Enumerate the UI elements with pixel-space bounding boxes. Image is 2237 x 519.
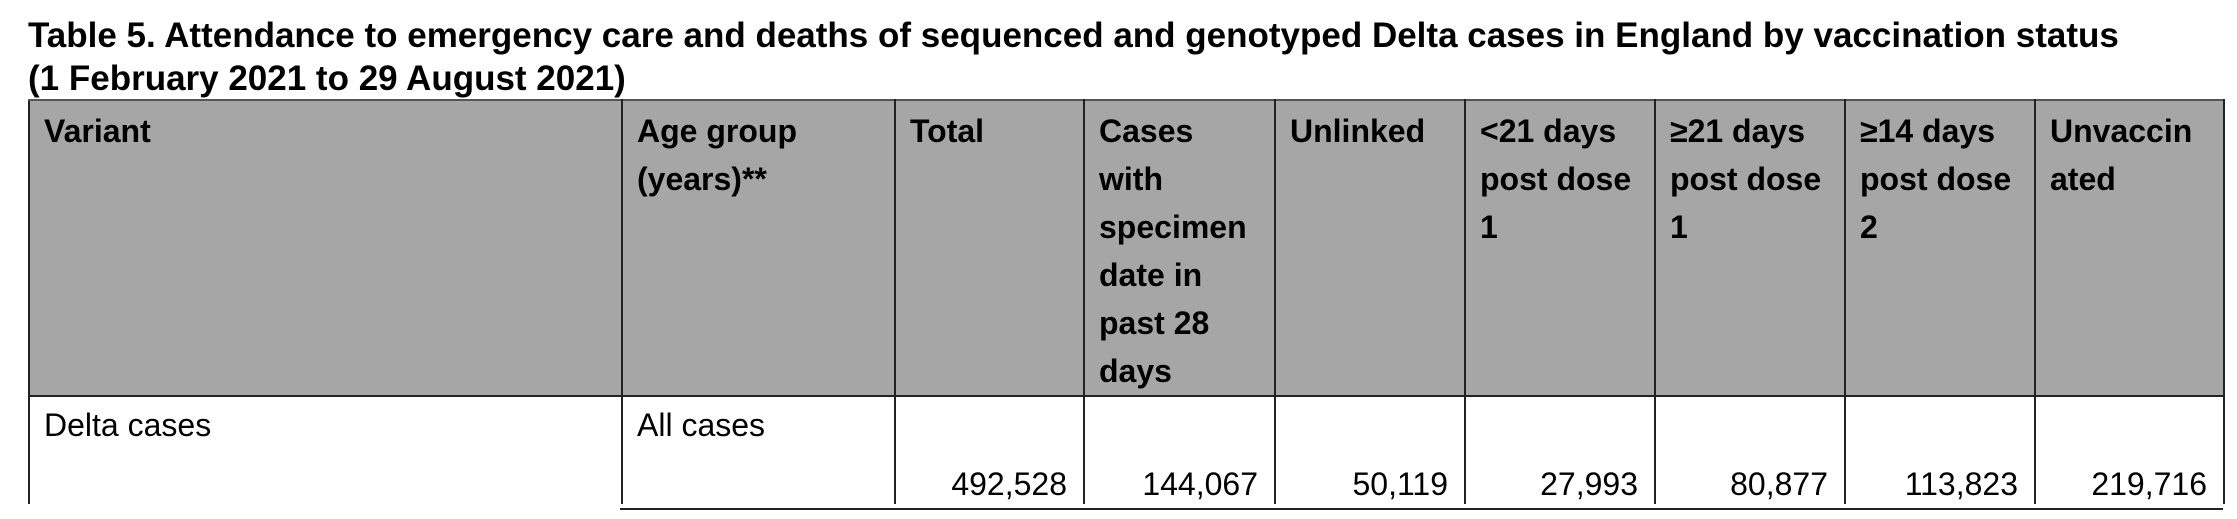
header-row: Variant Age group (years)** Total Cases wi… xyxy=(28,99,2225,397)
header-ge21-dose1: ≥21 days post dose 1 xyxy=(1654,99,1846,397)
header-unvaccinated: Unvaccin ated xyxy=(2034,99,2225,397)
cell-lt21-dose1: 27,993 xyxy=(1464,396,1656,504)
cell-variant: Delta cases xyxy=(28,396,623,504)
cell-ge21-dose1: 80,877 xyxy=(1654,396,1846,504)
table-title: Table 5. Attendance to emergency care an… xyxy=(28,14,2228,100)
header-lt21-dose1: <21 days post dose 1 xyxy=(1464,99,1656,397)
header-past-28-days: Cases with specimen date in past 28 days xyxy=(1083,99,1276,397)
header-variant: Variant xyxy=(28,99,623,397)
header-age-group: Age group (years)** xyxy=(621,99,896,397)
cell-past-28-days: 144,067 xyxy=(1083,396,1276,504)
table-row: Delta cases All cases 492,528 144,067 50… xyxy=(28,396,2225,504)
cell-unvaccinated: 219,716 xyxy=(2034,396,2225,504)
cell-age-group: All cases xyxy=(621,396,896,504)
table-title-line-2: (1 February 2021 to 29 August 2021) xyxy=(28,59,626,98)
row-divider xyxy=(620,508,2223,510)
cell-total: 492,528 xyxy=(894,396,1085,504)
cell-ge14-dose2: 113,823 xyxy=(1844,396,2036,504)
cell-unlinked: 50,119 xyxy=(1274,396,1466,504)
table-title-line-1: Table 5. Attendance to emergency care an… xyxy=(28,16,2119,55)
attendance-table: Variant Age group (years)** Total Cases wi… xyxy=(28,99,2225,504)
header-unlinked: Unlinked xyxy=(1274,99,1466,397)
header-total: Total xyxy=(894,99,1085,397)
header-ge14-dose2: ≥14 days post dose 2 xyxy=(1844,99,2036,397)
